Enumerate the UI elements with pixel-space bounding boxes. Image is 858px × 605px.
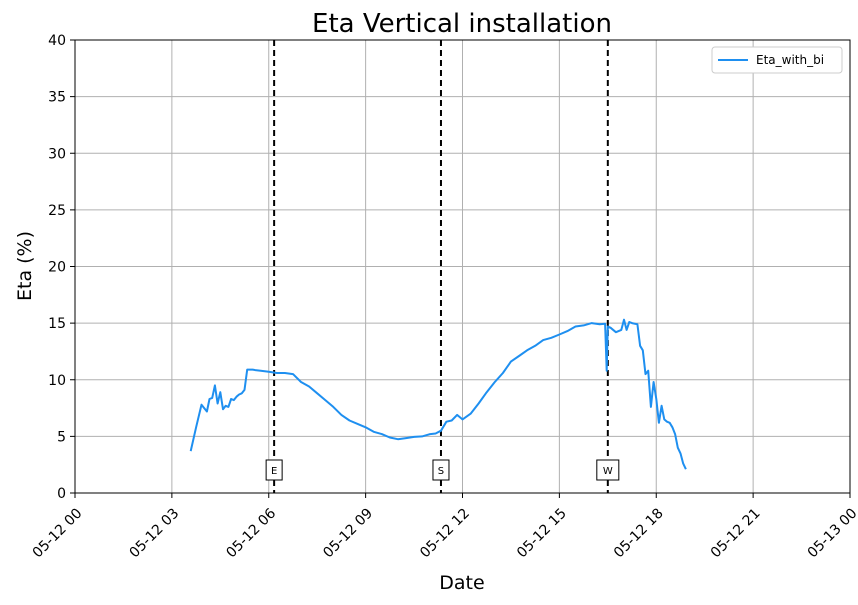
chart-title: Eta Vertical installation <box>312 9 612 39</box>
y-tick-label: 5 <box>57 429 66 445</box>
y-tick-label: 30 <box>48 146 66 162</box>
x-tick-label: 05-12 09 <box>320 505 376 561</box>
legend: Eta_with_bi <box>711 46 843 74</box>
y-tick-label: 25 <box>48 203 66 219</box>
grid <box>74 39 851 494</box>
x-tick-label: 05-12 12 <box>417 505 473 561</box>
x-tick-label: 05-13 00 <box>805 505 858 561</box>
x-tick-label: 05-12 18 <box>611 505 667 561</box>
y-tick-label: 40 <box>48 33 66 49</box>
y-tick-label: 35 <box>48 90 66 106</box>
x-tick-label: 05-12 03 <box>127 505 183 561</box>
legend-box <box>711 46 843 74</box>
y-tick-label: 20 <box>48 260 66 276</box>
x-axis-ticks: 05-12 00 05-12 03 05-12 06 05-12 09 05-12 12… <box>30 493 858 561</box>
y-axis-ticks: 0 5 10 15 20 25 30 35 40 <box>48 33 75 502</box>
x-tick-label: 05-12 00 <box>30 505 86 561</box>
marker-label-e: E <box>271 466 277 477</box>
marker-label-box-s <box>432 459 450 481</box>
series-line-eta-with-bi <box>189 318 687 470</box>
x-tick-label: 05-12 15 <box>514 505 570 561</box>
marker-label-w: W <box>603 466 613 477</box>
series-layer <box>189 318 687 470</box>
vertical-marker-lines <box>273 40 609 493</box>
marker-label-box-w <box>596 459 620 481</box>
x-axis-title: Date <box>439 572 484 594</box>
y-axis-title: Eta (%) <box>14 231 36 301</box>
x-tick-label: 05-12 06 <box>223 505 279 561</box>
y-tick-label: 10 <box>48 373 66 389</box>
marker-label-box-e <box>265 459 283 481</box>
y-tick-label: 0 <box>57 486 66 502</box>
x-tick-label: 05-12 21 <box>708 505 764 561</box>
legend-label-eta-with-bi: Eta_with_bi <box>756 53 824 67</box>
marker-label-s: S <box>438 466 444 477</box>
y-tick-label: 15 <box>48 316 66 332</box>
